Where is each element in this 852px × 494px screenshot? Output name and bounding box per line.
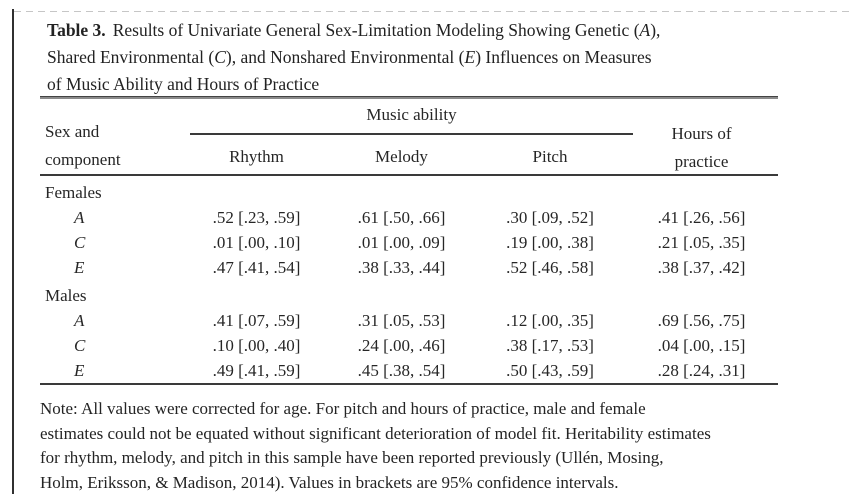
genetic-a-symbol: A [639,20,651,40]
column-header-hours-of-practice: Hours of practice [625,120,778,176]
table-cell-practice: .21 [.05, .35] [657,232,746,252]
table-cell-rhythm: .47 [.41, .54] [212,257,301,277]
table-cell-pitch: .52 [.46, .58] [506,257,594,277]
table-caption: Table 3. Results of Univariate General Se… [47,17,787,98]
caption-text: Results of Univariate General Sex-Limita… [112,20,640,40]
table-number: Table 3. [47,20,106,40]
table-cell-rhythm: .52 [.23, .59] [212,207,301,227]
table-row: A .41 [.07, .59] .31 [.05, .53] .12 [.00… [40,308,778,333]
nonshared-e-symbol: E [464,47,476,67]
table-row: E .49 [.41, .59] .45 [.38, .54] .50 [.43… [40,358,778,383]
column-header-sex-and-component: Sex and component [45,118,121,174]
spanner-rule [190,133,633,135]
caption-text: of Music Ability and Hours of Practice [47,74,320,94]
shared-c-symbol: C [214,47,226,67]
table-cell-melody: .38 [.33, .44] [357,257,446,277]
component-label: A [74,310,85,330]
caption-text: Shared Environmental ( [47,47,215,67]
caption-text: ), [650,20,661,40]
table-cell-rhythm: .49 [.41, .59] [212,360,301,380]
table-cell-practice: .38 [.37, .42] [657,257,746,277]
header-bottom-rule [40,174,778,176]
component-label: E [74,257,85,277]
table-cell-pitch: .50 [.43, .59] [506,360,594,380]
group-label: Females [45,182,102,202]
table-row: E .47 [.41, .54] .38 [.33, .44] .52 [.46… [40,255,778,280]
note-line: Holm, Eriksson, & Madison, 2014). Values… [40,472,619,492]
table-cell-melody: .01 [.00, .09] [357,232,446,252]
table-row: C .10 [.00, .40] .24 [.00, .46] .38 [.17… [40,333,778,358]
caption-line-3: of Music Ability and Hours of Practice [47,71,787,98]
caption-line-1: Table 3. Results of Univariate General Se… [47,17,787,44]
table-bottom-rule [40,383,778,385]
table-cell-practice: .28 [.24, .31] [657,360,746,380]
caption-text: ), and Nonshared Environmental ( [225,47,465,67]
table-cell-practice: .04 [.00, .15] [657,335,746,355]
note-line: estimates could not be equated without s… [40,423,711,443]
table-cell-pitch: .30 [.09, .52] [506,207,594,227]
table-cell-melody: .24 [.00, .46] [357,335,446,355]
group-label: Males [45,285,87,305]
component-label: C [74,232,86,252]
group-row-females: Females [40,180,778,205]
table-row: A .52 [.23, .59] .61 [.50, .66] .30 [.09… [40,205,778,230]
table-cell-pitch: .12 [.00, .35] [506,310,594,330]
component-label: C [74,335,86,355]
header-line: Hours of [671,124,732,143]
column-header-rhythm: Rhythm [229,147,284,166]
caption-text: ) Influences on Measures [475,47,652,67]
table-cell-melody: .31 [.05, .53] [357,310,446,330]
header-line: practice [674,152,729,171]
table-row: C .01 [.00, .10] .01 [.00, .09] .19 [.00… [40,230,778,255]
column-header-pitch: Pitch [532,147,568,166]
table-cell-rhythm: .01 [.00, .10] [212,232,301,252]
table-cell-practice: .41 [.26, .56] [657,207,746,227]
table-cell-melody: .61 [.50, .66] [357,207,446,227]
component-label: E [74,360,85,380]
table-top-rule [40,96,778,99]
table-cell-pitch: .38 [.17, .53] [506,335,594,355]
table-cell-practice: .69 [.56, .75] [657,310,746,330]
table-cell-pitch: .19 [.00, .38] [506,232,594,252]
table-cell-rhythm: .10 [.00, .40] [212,335,301,355]
table-note: Note: All values were corrected for age.… [40,397,808,494]
spanner-header-music-ability: Music ability [366,105,457,124]
scan-left-border [12,9,14,494]
header-line: component [45,150,121,169]
group-row-males: Males [40,283,778,308]
header-line: Sex and [45,122,100,141]
scan-top-line [14,11,852,12]
component-label: A [74,207,85,227]
caption-line-2: Shared Environmental (C), and Nonshared … [47,44,787,71]
table-cell-rhythm: .41 [.07, .59] [212,310,301,330]
column-header-melody: Melody [375,147,428,166]
results-table: Sex and component Music ability Rhythm M… [40,96,778,387]
note-line: for rhythm, melody, and pitch in this sa… [40,448,664,467]
table-cell-melody: .45 [.38, .54] [357,360,446,380]
note-line: Note: All values were corrected for age.… [40,399,646,418]
table-body: Females A .52 [.23, .59] .61 [.50, .66] … [40,180,778,383]
